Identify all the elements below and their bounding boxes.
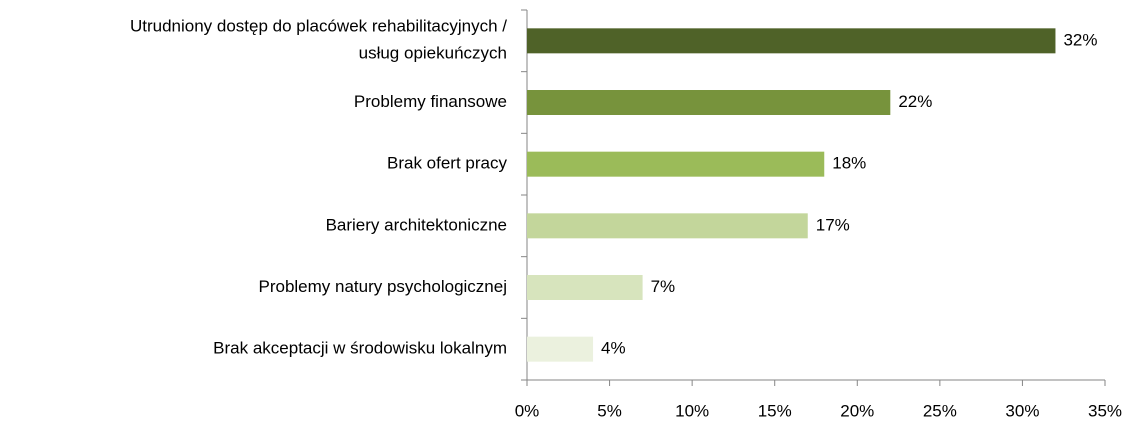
y-tick-label: Brak akceptacji w środowisku lokalnym — [213, 339, 507, 358]
x-tick-label: 15% — [758, 401, 792, 420]
bar — [527, 336, 594, 362]
value-label: 17% — [816, 215, 850, 234]
x-tick-label: 25% — [923, 401, 957, 420]
bar — [527, 90, 891, 115]
value-label: 4% — [601, 339, 626, 358]
y-tick-label: Bariery architektoniczne — [326, 215, 507, 234]
x-tick-label: 30% — [1005, 401, 1039, 420]
value-label: 7% — [651, 277, 676, 296]
y-tick-label: Problemy finansowe — [354, 92, 507, 111]
bar — [527, 28, 1056, 54]
bar — [527, 151, 825, 177]
value-label: 32% — [1063, 30, 1097, 49]
x-tick-label: 0% — [515, 401, 540, 420]
value-label: 18% — [832, 154, 866, 173]
value-label: 22% — [898, 92, 932, 111]
y-tick-label: Utrudniony dostęp do placówek rehabilita… — [130, 17, 507, 63]
x-tick-label: 35% — [1088, 401, 1122, 420]
bar — [527, 275, 643, 300]
bar — [527, 213, 808, 239]
x-tick-label: 5% — [597, 401, 622, 420]
y-tick-label: Brak ofert pracy — [387, 154, 507, 173]
x-tick-label: 20% — [840, 401, 874, 420]
x-tick-label: 10% — [675, 401, 709, 420]
y-tick-label: Problemy natury psychologicznej — [258, 277, 507, 296]
